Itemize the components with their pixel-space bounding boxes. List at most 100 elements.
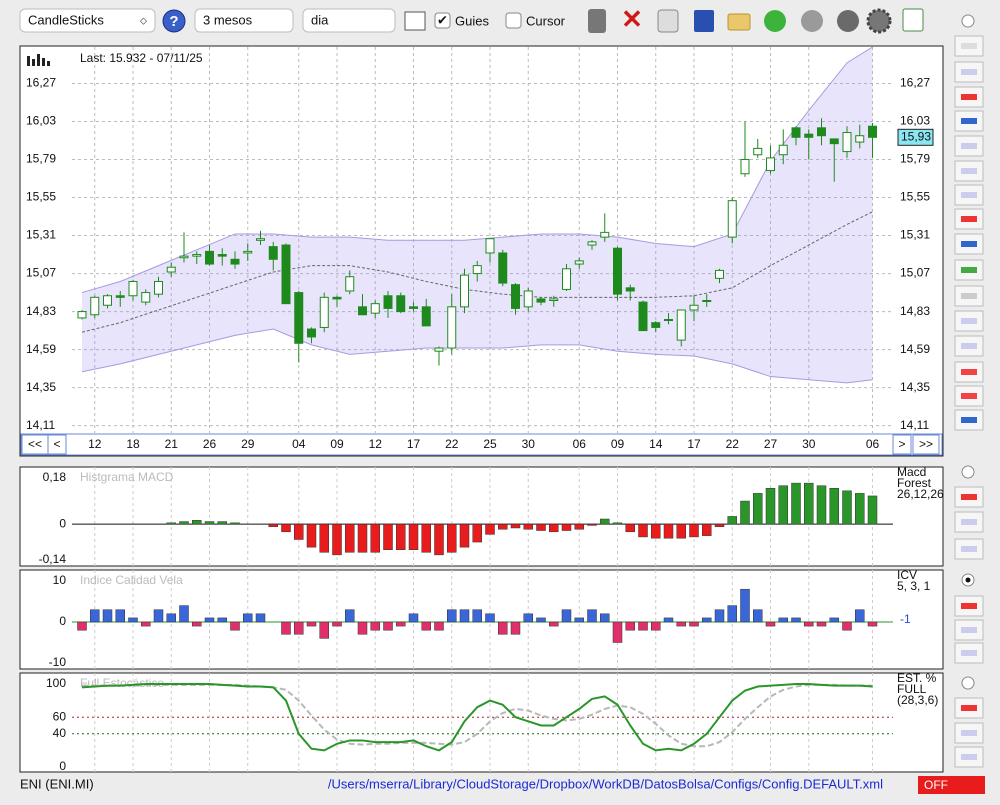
sidebar-icon: [961, 118, 977, 124]
bar: [561, 609, 572, 623]
y-tick-label: -0,14: [39, 552, 67, 566]
nav-button[interactable]: [912, 434, 940, 455]
bar: [434, 621, 444, 631]
y-tick-label-right: 14,35: [900, 380, 930, 394]
bar: [855, 609, 865, 623]
y-tick-label: 40: [53, 726, 67, 740]
bar: [816, 485, 827, 525]
candle-body: [217, 254, 227, 257]
settings-icon[interactable]: [866, 8, 892, 34]
bar: [345, 609, 355, 623]
help-button[interactable]: [162, 9, 186, 33]
bar: [472, 523, 482, 543]
y-tick-label: 15,55: [26, 190, 56, 204]
save-icon[interactable]: [694, 10, 714, 32]
calendar-icon[interactable]: [902, 8, 924, 32]
print-icon[interactable]: [657, 9, 679, 33]
bar: [306, 621, 317, 627]
period-select-text: 3 mesos: [203, 12, 253, 27]
bar: [702, 617, 712, 623]
date-label: 18: [126, 437, 140, 451]
date-label: 22: [445, 437, 459, 451]
chart-icon[interactable]: [404, 11, 426, 31]
indicator-legend: ICV: [897, 568, 917, 582]
y-tick-label: 14,35: [26, 380, 56, 394]
bar: [651, 523, 661, 539]
indicator-legend: Forest: [897, 476, 932, 490]
radio[interactable]: [961, 465, 975, 479]
bar: [740, 588, 750, 623]
bar: [714, 523, 725, 527]
y-tick-label: 15,07: [26, 266, 56, 280]
sidebar-icon: [961, 603, 977, 609]
bar: [421, 523, 431, 553]
y-tick-label: 0: [59, 614, 66, 628]
state-badge[interactable]: [918, 776, 985, 794]
period-select[interactable]: [194, 8, 294, 33]
y-tick-label-right: 15,55: [900, 190, 930, 204]
bar: [689, 523, 699, 538]
candle-body: [268, 246, 278, 260]
chevron: ◇: [140, 15, 147, 25]
bar: [447, 609, 457, 623]
bar: [268, 523, 278, 527]
config-path[interactable]: /Users/mserra/Library/CloudStorage/Dropb…: [328, 776, 883, 791]
open-icon[interactable]: [727, 13, 751, 31]
euro-icon[interactable]: [837, 10, 859, 32]
y-tick-label: 10: [53, 573, 67, 587]
interval-select[interactable]: [302, 8, 396, 33]
bar: [383, 621, 393, 631]
sidebar-icon: [961, 216, 977, 222]
bar: [867, 495, 878, 525]
candle-body: [370, 303, 380, 314]
date-label: 25: [483, 437, 497, 451]
bar: [204, 617, 215, 623]
macd-panel: [19, 466, 944, 567]
date-label: 06: [573, 437, 587, 451]
y-tick-label: 100: [46, 676, 66, 690]
trash-icon[interactable]: [588, 9, 606, 33]
sidebar-icon: [961, 267, 977, 273]
bar: [434, 523, 444, 556]
radio[interactable]: [961, 676, 975, 690]
candle-body: [625, 287, 635, 292]
date-bar: [20, 433, 943, 456]
guides-checkbox[interactable]: [434, 12, 451, 29]
bar: [383, 523, 393, 550]
bar: [855, 493, 865, 525]
bar: [90, 609, 100, 623]
bar: [727, 516, 737, 525]
delete-icon[interactable]: ✕: [621, 4, 643, 34]
bar: [740, 500, 750, 525]
candle-body: [664, 319, 673, 322]
candle-body: [243, 250, 253, 254]
nav-button[interactable]: [47, 434, 67, 455]
candle-body: [511, 284, 520, 309]
bar: [663, 523, 674, 539]
candle-body: [689, 304, 699, 311]
bar: [319, 621, 329, 639]
candle-body: [205, 250, 214, 265]
y-tick-label: 0: [59, 516, 66, 530]
y-tick-label-right: 15,31: [900, 228, 930, 242]
candle-body: [77, 311, 87, 319]
type-select[interactable]: [19, 8, 156, 33]
bar: [459, 609, 470, 623]
bar: [765, 488, 776, 525]
nav-button[interactable]: [892, 434, 912, 455]
radio[interactable]: [961, 14, 975, 28]
date-label: 09: [330, 437, 344, 451]
cursor-checkbox[interactable]: [505, 12, 522, 29]
candle-body: [281, 244, 291, 305]
bar: [791, 617, 801, 623]
bar: [651, 621, 661, 631]
bar: [727, 605, 737, 623]
update-icon[interactable]: [801, 10, 823, 32]
y-tick-label-right: 15,07: [900, 266, 930, 280]
y-tick-label: 14,11: [26, 418, 55, 432]
current-value: -1: [900, 612, 911, 626]
bar: [485, 523, 495, 535]
nav-label: >>: [919, 437, 933, 451]
candle-body: [256, 238, 265, 241]
refresh-icon[interactable]: [764, 10, 786, 32]
